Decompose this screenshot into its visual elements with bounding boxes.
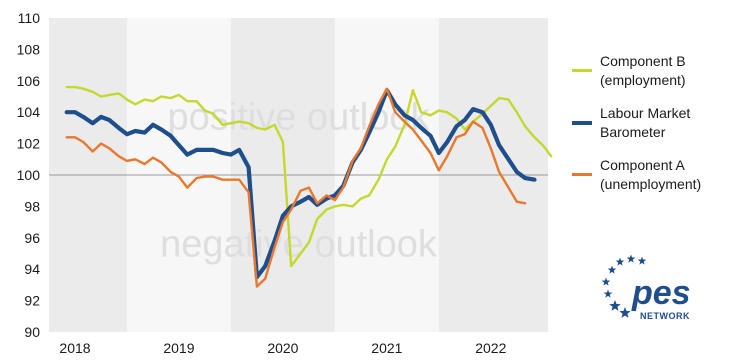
legend-swatch-component-b: [572, 69, 592, 72]
legend-swatch-component-a: [572, 173, 592, 176]
series-line-3: [65, 87, 527, 288]
logo-star: [615, 257, 625, 266]
y-tick-label: 92: [24, 293, 40, 309]
x-tick-label: 2022: [475, 340, 506, 356]
logo-star: [603, 289, 613, 298]
x-axis-ticks: 2018 2019 2020 2021 2022: [59, 340, 506, 356]
y-tick-label: 90: [24, 324, 40, 340]
series-lines: [64, 85, 553, 288]
legend-swatch-labour-market-barometer: [572, 121, 592, 125]
y-tick-label: 104: [17, 104, 41, 120]
y-tick-label: 94: [24, 261, 40, 277]
legend-label-labour-market-barometer: Labour Market Barometer: [600, 105, 691, 140]
x-tick-label: 2018: [59, 340, 90, 356]
logo-text: pes: [631, 274, 691, 312]
y-tick-label: 106: [17, 73, 41, 89]
annotation-label: positive outlook: [168, 96, 431, 138]
logo-star: [607, 265, 617, 274]
legend-item-component-a: Component A (unemployment): [572, 156, 740, 194]
y-tick-label: 98: [24, 198, 40, 214]
legend-label-component-a: Component A (unemployment): [600, 157, 702, 192]
y-tick-label: 96: [24, 230, 40, 246]
legend-item-labour-market-barometer: Labour Market Barometer: [572, 104, 740, 142]
logo-star: [609, 300, 621, 311]
y-axis-ticks: 90 92 94 96 98 100 102 104 106 108 110: [17, 10, 41, 340]
logo-star: [601, 277, 611, 286]
x-tick-label: 2021: [371, 340, 402, 356]
chart-annotations: positive outlook negative outlook: [160, 96, 438, 265]
legend-label-component-b: Component B (employment): [600, 53, 686, 88]
logo-subtext: NETWORK: [640, 311, 690, 321]
y-tick-label: 108: [17, 41, 41, 57]
annotation-label: negative outlook: [160, 224, 438, 266]
y-tick-label: 100: [17, 167, 41, 183]
logo-star: [619, 307, 631, 318]
chart-legend: Component B (employment) Labour Market B…: [572, 52, 740, 208]
x-tick-label: 2019: [163, 340, 194, 356]
legend-item-component-b: Component B (employment): [572, 52, 740, 90]
y-tick-label: 110: [18, 10, 41, 26]
series-line-2: [64, 88, 537, 280]
logo-star: [637, 256, 647, 265]
logo-stars-icon: [601, 254, 647, 318]
y-tick-label: 102: [17, 136, 41, 152]
logo-star: [626, 254, 636, 263]
x-tick-label: 2020: [267, 340, 298, 356]
pes-network-logo: pes NETWORK: [601, 254, 691, 321]
